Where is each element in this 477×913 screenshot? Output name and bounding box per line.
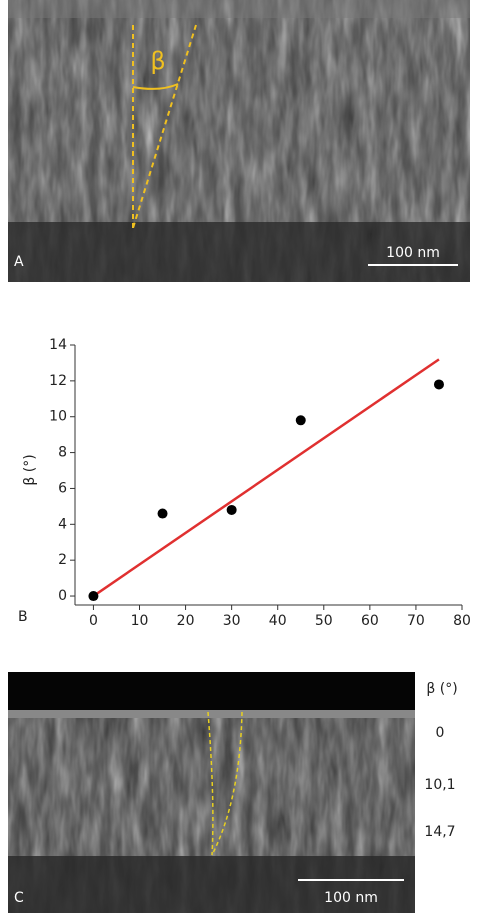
y-tick-label: 4 [58, 516, 67, 532]
y-tick-label: 12 [49, 373, 67, 389]
x-tick-label: 30 [223, 613, 241, 629]
scale-bar-label: 100 nm [386, 245, 440, 261]
fit-line [92, 358, 440, 598]
x-tick-label: 40 [269, 613, 287, 629]
column-header: β (°) [426, 681, 457, 697]
row-value: 14,7 [424, 824, 455, 840]
y-tick-label: 2 [58, 552, 67, 568]
y-tick-label: 0 [58, 588, 67, 604]
row-value: 10,1 [424, 777, 455, 793]
row-value: 0 [436, 725, 445, 741]
x-tick-label: 0 [89, 613, 98, 629]
x-tick-label: 20 [177, 613, 195, 629]
x-tick-label: 80 [453, 613, 471, 629]
y-axis-label: β (°) [22, 454, 38, 485]
data-point [157, 508, 168, 519]
sem-image-c [8, 672, 415, 913]
y-tick-label: 6 [58, 480, 67, 496]
x-tick-label: 50 [315, 613, 333, 629]
angle-symbol: β [150, 47, 165, 75]
panel-label: B [18, 609, 28, 625]
y-tick-label: 10 [49, 409, 67, 425]
panel-label: A [14, 254, 24, 270]
data-point [295, 415, 306, 426]
panel-label: C [14, 890, 24, 906]
x-tick-label: 60 [361, 613, 379, 629]
sem-image-a [8, 0, 470, 282]
y-tick-label: 14 [49, 337, 67, 353]
x-tick-label: 10 [131, 613, 149, 629]
chart: 0 2 4 6 8 10 12 14 0 10 20 30 40 50 60 70 80 [49, 337, 471, 629]
data-point [226, 504, 237, 515]
scale-bar-label: 100 nm [324, 890, 378, 906]
data-point [433, 379, 444, 390]
data-point [88, 591, 99, 602]
x-tick-label: 70 [407, 613, 425, 629]
y-tick-label: 8 [58, 445, 67, 461]
